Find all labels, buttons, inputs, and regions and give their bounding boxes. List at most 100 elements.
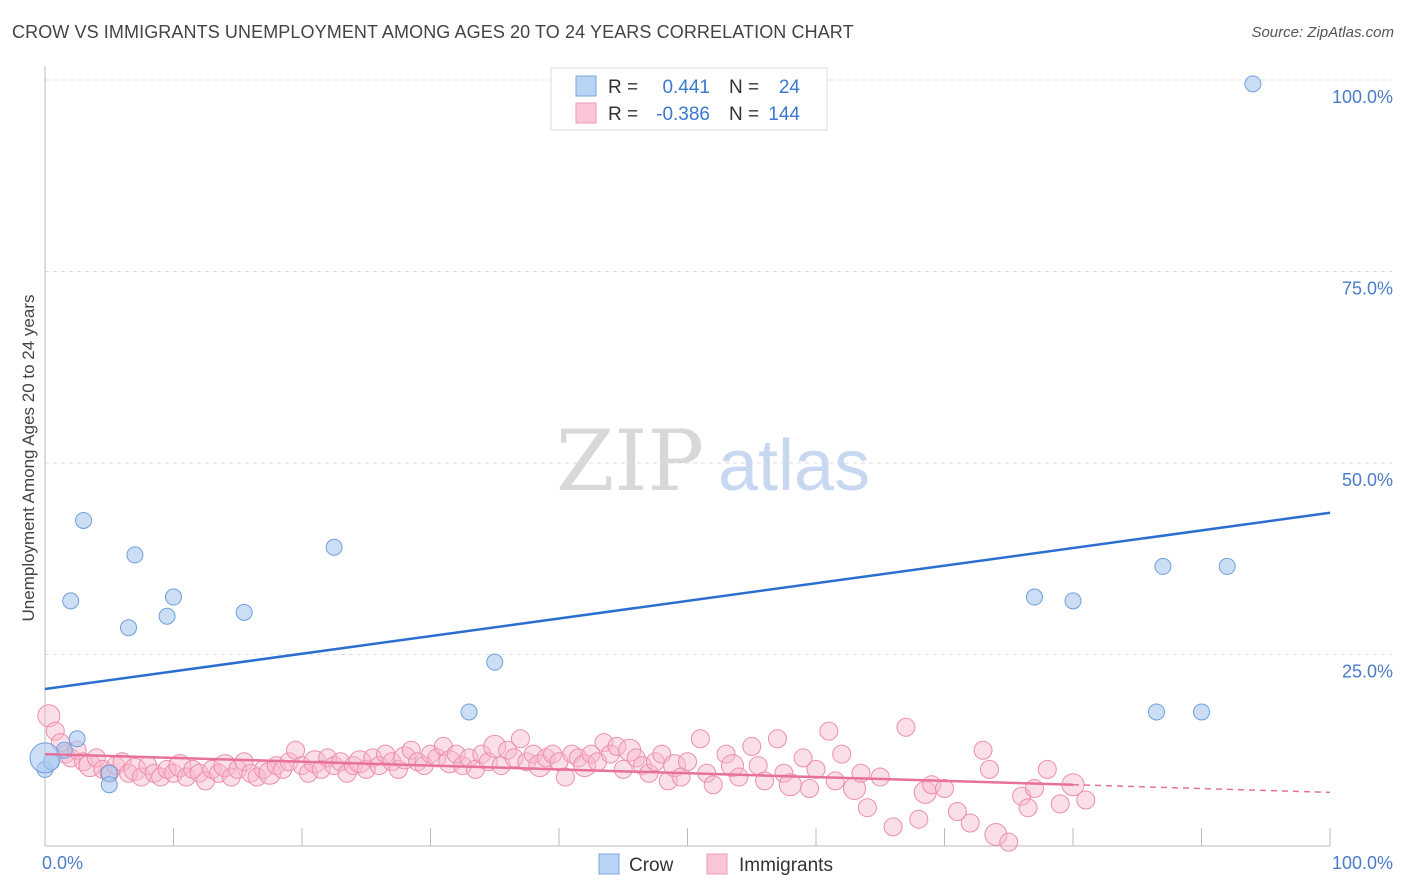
crow-swatch xyxy=(575,75,597,97)
y-tick-label: 50.0% xyxy=(1342,470,1393,490)
imm-n-value: 144 xyxy=(768,104,800,125)
crow-point xyxy=(1064,592,1082,610)
immigrants-point xyxy=(472,744,492,764)
immigrants-point xyxy=(678,752,697,772)
legend-crow-label: Crow xyxy=(629,855,674,876)
crow-points xyxy=(29,75,1262,794)
immigrants-point xyxy=(806,759,826,779)
immigrants-point xyxy=(774,763,794,783)
watermark-atlas: atlas xyxy=(718,426,870,506)
immigrants-point xyxy=(221,767,241,787)
immigrants-point xyxy=(247,767,267,787)
stats-legend: R = 0.441 N = 24 R = -0.386 N = 144 xyxy=(550,67,828,131)
immigrants-point xyxy=(729,767,749,787)
crow-point xyxy=(1193,703,1210,721)
immigrants-point xyxy=(832,744,852,764)
immigrants-point xyxy=(703,775,723,795)
immigrants-point xyxy=(857,798,877,818)
immigrants-swatch xyxy=(575,102,597,124)
immigrants-point xyxy=(189,763,209,783)
crow-point xyxy=(1025,588,1043,606)
crow-n-value: 24 xyxy=(779,77,801,98)
immigrants-point xyxy=(690,729,710,749)
immigrants-point xyxy=(517,752,537,772)
immigrants-point xyxy=(1037,759,1057,779)
y-tick-label: 100.0% xyxy=(1332,87,1393,107)
immigrants-point xyxy=(999,832,1019,852)
immigrants-point xyxy=(767,729,787,749)
crow-point xyxy=(1154,557,1172,575)
source-note: Source: ZipAtlas.com xyxy=(1251,24,1394,41)
legend-immigrants-label: Immigrants xyxy=(739,855,833,876)
legend-crow-swatch xyxy=(598,853,620,875)
trend-lines xyxy=(44,511,1331,794)
crow-point xyxy=(486,653,504,671)
immigrants-point xyxy=(363,748,383,768)
immigrants-point xyxy=(446,744,466,764)
tick-labels: 100.0% 75.0% 50.0% 25.0% 0.0% 100.0% xyxy=(42,87,1393,873)
immigrants-point xyxy=(555,767,575,787)
crow-point xyxy=(165,588,182,606)
immigrants-points xyxy=(37,704,1096,852)
immigrants-trend-extension xyxy=(1072,783,1331,794)
immigrants-point xyxy=(510,729,530,749)
immigrants-point xyxy=(825,771,845,791)
crow-n-label: N = xyxy=(729,77,759,98)
immigrants-point xyxy=(626,748,646,768)
immigrants-point xyxy=(613,759,633,779)
immigrants-point xyxy=(984,823,1008,847)
crow-point xyxy=(1148,703,1166,721)
crow-point xyxy=(235,603,253,621)
immigrants-point xyxy=(896,717,916,737)
watermark-zip: ZIP xyxy=(556,412,704,510)
immigrants-point xyxy=(45,721,65,741)
crow-point xyxy=(68,730,86,748)
crow-point xyxy=(460,703,478,721)
y-tick-label: 25.0% xyxy=(1342,662,1393,682)
immigrants-point xyxy=(663,754,687,778)
immigrants-point xyxy=(1018,798,1038,818)
immigrants-point xyxy=(234,752,254,772)
immigrants-point xyxy=(716,744,736,764)
crow-trend-line xyxy=(44,511,1331,691)
crow-r-label: R = xyxy=(608,77,638,98)
imm-r-value: -0.386 xyxy=(656,104,710,125)
immigrants-point xyxy=(870,767,890,787)
crow-point xyxy=(29,742,61,774)
y-axis-label: Unemployment Among Ages 20 to 24 years xyxy=(19,295,38,622)
immigrants-point xyxy=(1076,790,1096,810)
immigrants-point xyxy=(633,756,653,776)
legend-immigrants-swatch xyxy=(706,853,728,875)
immigrants-point xyxy=(594,733,614,753)
crow-point xyxy=(325,538,343,556)
immigrants-point xyxy=(543,744,563,764)
immigrants-point xyxy=(151,767,171,787)
immigrants-point xyxy=(607,736,627,756)
immigrants-point xyxy=(523,744,543,764)
immigrants-point xyxy=(131,767,151,787)
immigrants-point xyxy=(720,754,744,778)
immigrants-point xyxy=(742,736,762,756)
x-tick-label: 0.0% xyxy=(42,853,83,873)
immigrants-point xyxy=(86,748,106,768)
x-tick-label: 100.0% xyxy=(1332,853,1393,873)
crow-point xyxy=(120,619,138,637)
immigrants-point xyxy=(382,752,402,772)
immigrants-point xyxy=(37,704,61,728)
crow-point xyxy=(126,546,144,564)
axes xyxy=(44,66,1331,847)
crow-point xyxy=(158,607,176,625)
crow-point xyxy=(62,592,80,610)
imm-n-label: N = xyxy=(729,104,759,125)
immigrants-point xyxy=(960,813,980,833)
immigrants-point xyxy=(973,740,993,760)
immigrants-point xyxy=(947,802,967,822)
immigrants-point xyxy=(298,763,318,783)
immigrants-point xyxy=(498,740,518,760)
crow-point xyxy=(75,511,93,529)
immigrants-point xyxy=(793,748,813,768)
crow-r-value: 0.441 xyxy=(662,77,710,98)
immigrants-point xyxy=(1050,794,1070,814)
imm-r-label: R = xyxy=(608,104,638,125)
